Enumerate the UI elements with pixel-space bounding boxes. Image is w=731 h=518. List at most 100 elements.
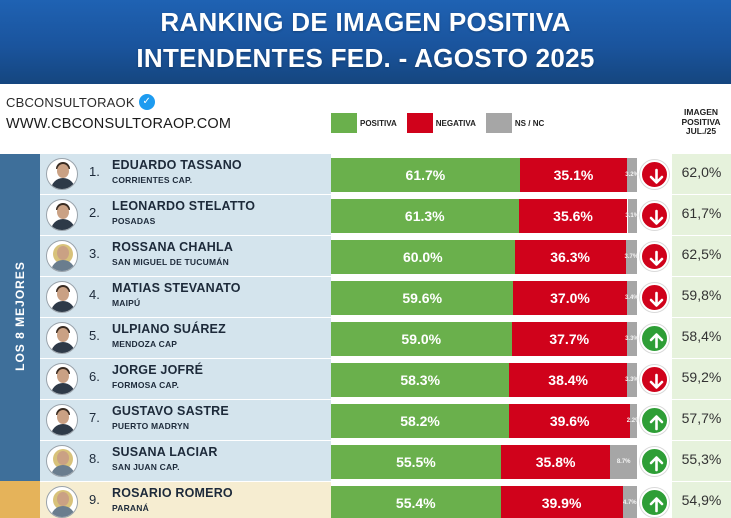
bar-negativa: 35.8% [500,445,611,479]
verified-check-icon: ✓ [138,94,155,110]
row-separator [40,194,731,195]
legend-swatch-ns [485,113,512,133]
candidate-city: CORRIENTES CAP. [112,175,193,185]
arrow-up-icon [640,488,669,517]
avatar-body [51,424,75,435]
avatar-head [57,164,69,178]
bottom-group-strip [0,481,40,518]
row-separator [40,440,731,441]
legend-label-ns: NS / NC [514,118,545,128]
ranking-row: 8. SUSANA LACIAR SAN JUAN CAP. 55.5% 35.8% 8.… [0,441,731,482]
bar-negativa: 38.4% [509,363,627,397]
row-separator [40,276,731,277]
avatar-body [51,465,75,476]
candidate-avatar [46,363,78,395]
arrow-down-icon [640,242,669,271]
ranking-row: 3. ROSSANA CHAHLA SAN MIGUEL DE TUCUMÁN 60.… [0,236,731,277]
arrow-up-icon [640,447,669,476]
candidate-avatar [46,199,78,231]
bar-ns-nc: 3.3% [625,322,639,356]
legend-swatch-positiva [331,113,357,133]
previous-value: 55,3% [681,451,722,467]
previous-value: 54,9% [681,492,722,508]
rank-number: 4. [89,287,100,302]
candidate-city: SAN MIGUEL DE TUCUMÁN [112,257,229,267]
bar-positiva: 59.0% [331,322,512,356]
brand-block: CBCONSULTORAOK ✓ WWW.CBCONSULTORAOP.COM [6,94,231,132]
previous-header-line-2: POSITIVA [681,116,721,127]
arrow-down-icon [640,283,669,312]
avatar-head [57,246,69,260]
candidate-city: PARANÁ [112,503,149,513]
chart-legend: POSITIVA NEGATIVA NS / NC [331,113,554,133]
candidate-avatar [46,445,78,477]
avatar-head [57,410,69,424]
ranking-row: 6. JORGE JOFRÉ FORMOSA CAP. 58.3% 38.4% 3.3% 5… [0,359,731,400]
rank-number: 5. [89,328,100,343]
row-separator [40,399,731,400]
previous-value: 59,2% [681,369,722,385]
previous-value: 59,8% [681,287,722,303]
brand-url: WWW.CBCONSULTORAOP.COM [6,116,232,132]
header-banner: RANKING DE IMAGEN POSITIVA INTENDENTES F… [0,0,731,84]
avatar-body [51,301,75,312]
previous-value: 62,5% [681,246,722,262]
bar-ns-nc: 3.3% [625,363,639,397]
ranking-row: 7. GUSTAVO SASTRE PUERTO MADRYN 58.2% 39.6% 2… [0,400,731,441]
rank-number: 1. [89,164,100,179]
candidate-city: PUERTO MADRYN [112,421,190,431]
legend-label-negativa: NEGATIVA [435,118,476,128]
avatar-body [51,260,75,271]
candidate-name: EDUARDO TASSANO [112,158,242,172]
avatar-body [51,383,75,394]
candidate-city: POSADAS [112,216,156,226]
top-group-strip [0,154,40,481]
previous-header-line-3: JUL./25 [685,126,717,136]
candidate-name: MATIAS STEVANATO [112,281,241,295]
avatar-head [57,328,69,342]
row-separator [40,317,731,318]
rank-number: 3. [89,246,100,261]
arrow-down-icon [640,201,669,230]
rank-number: 6. [89,369,100,384]
ranking-row: 9. ROSARIO ROMERO PARANÁ 55.4% 39.9% 4.7% 54,9… [0,482,731,518]
rank-number: 2. [89,205,100,220]
bar-positiva: 61.3% [331,199,519,233]
candidate-name: ULPIANO SUÁREZ [112,322,226,336]
legend-label-positiva: POSITIVA [360,118,397,128]
avatar-body [51,342,75,353]
row-separator [40,358,731,359]
ranking-row: 1. EDUARDO TASSANO CORRIENTES CAP. 61.7% 35.… [0,154,731,195]
page-title-line-2: INTENDENTES FED. - AGOSTO 2025 [136,43,595,73]
bar-positiva: 61.7% [331,158,520,192]
bar-positiva: 60.0% [331,240,515,274]
bar-positiva: 55.5% [331,445,501,479]
candidate-city: FORMOSA CAP. [112,380,180,390]
bar-negativa: 35.1% [519,158,628,192]
candidate-name: ROSARIO ROMERO [112,486,233,500]
legend-swatch-negativa [406,113,433,133]
candidate-avatar [46,322,78,354]
previous-value: 62,0% [681,164,722,180]
ranking-row: 4. MATIAS STEVANATO MAIPÚ 59.6% 37.0% 3.4% 59,… [0,277,731,318]
legend-item-positiva: POSITIVA [331,113,397,133]
arrow-up-icon [640,406,669,435]
arrow-down-icon [640,160,669,189]
previous-column-header: IMAGEN POSITIVA JUL./25 [672,107,730,137]
bar-negativa: 39.6% [509,404,631,438]
candidate-name: GUSTAVO SASTRE [112,404,229,418]
avatar-body [51,506,75,517]
avatar-head [57,369,69,383]
rank-number: 9. [89,492,100,507]
bar-ns-nc: 4.7% [622,486,637,518]
rank-number: 8. [89,451,100,466]
previous-value: 61,7% [681,205,722,221]
bar-positiva: 59.6% [331,281,514,315]
candidate-city: MENDOZA CAP [112,339,178,349]
candidate-name: JORGE JOFRÉ [112,363,204,377]
candidate-city: SAN JUAN CAP. [112,462,180,472]
avatar-head [57,492,69,506]
bar-negativa: 35.6% [518,199,628,233]
avatar-head [57,287,69,301]
legend-item-ns: NS / NC [485,113,545,133]
